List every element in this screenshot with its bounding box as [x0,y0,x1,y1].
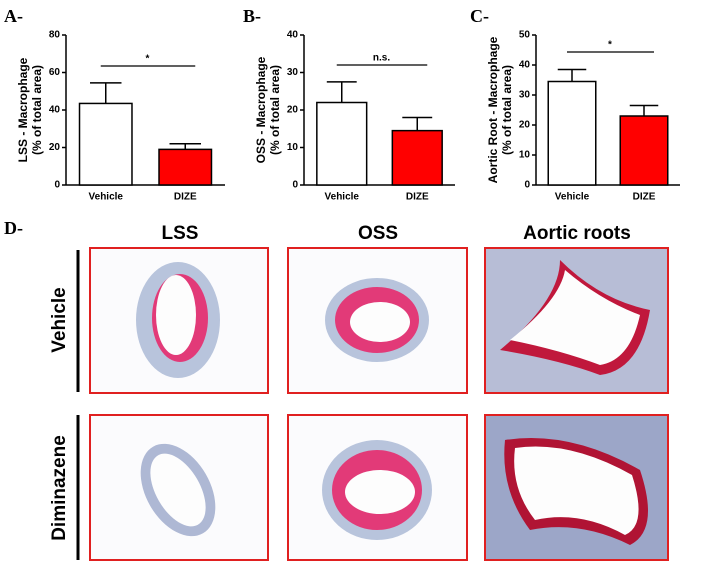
bar [316,101,368,186]
lumen [345,470,415,514]
lumen [510,270,640,365]
row-header: Diminazene [49,435,70,541]
panel-label: A- [4,6,23,26]
y-tick-label: 40 [49,105,61,116]
column-header: OSS [358,223,398,244]
y-tick-label: 60 [49,67,61,78]
y-tick-label: 40 [287,30,299,41]
lumen [514,446,639,535]
y-tick-label: 0 [292,180,298,191]
x-tick-label: DIZE [174,192,197,203]
panel-label: C- [470,6,489,26]
lumen [156,275,196,355]
lumen [350,302,410,342]
y-tick-label: 10 [287,142,299,153]
bar [158,148,213,186]
y-tick-label: 20 [287,105,299,116]
x-tick-label: Vehicle [325,192,360,203]
bar [619,115,669,186]
x-tick-label: DIZE [633,192,656,203]
y-axis-label: LSS - Macrophage [16,57,30,162]
y-axis-label: (% of total area) [30,65,44,155]
y-axis-label: (% of total area) [268,65,282,155]
y-tick-label: 20 [519,120,531,131]
x-tick-label: Vehicle [555,192,590,203]
y-tick-label: 80 [49,30,61,41]
panel-label: B- [243,6,261,26]
x-tick-label: DIZE [406,192,429,203]
panel-label: D- [4,218,23,238]
significance-label: * [608,40,612,51]
y-axis-label: OSS - Macrophage [254,56,268,163]
column-header: LSS [162,223,199,244]
y-tick-label: 10 [519,150,531,161]
y-tick-label: 0 [524,180,530,191]
micrographs [89,247,669,561]
bar [391,129,443,186]
column-header: Aortic roots [523,223,631,244]
y-tick-label: 30 [287,67,299,78]
lumen [150,453,206,527]
significance-label: * [146,54,150,65]
x-tick-label: Vehicle [89,192,124,203]
y-tick-label: 20 [49,142,61,153]
y-tick-label: 50 [519,30,531,41]
y-axis-label: Aortic Root - Macrophage [486,36,500,183]
bar [78,102,133,186]
y-tick-label: 0 [54,180,60,191]
row-header: Vehicle [49,287,70,353]
y-tick-label: 40 [519,60,531,71]
y-axis-label: (% of total area) [500,65,514,155]
y-tick-label: 30 [519,90,531,101]
significance-label: n.s. [373,53,390,64]
bar [547,80,597,186]
